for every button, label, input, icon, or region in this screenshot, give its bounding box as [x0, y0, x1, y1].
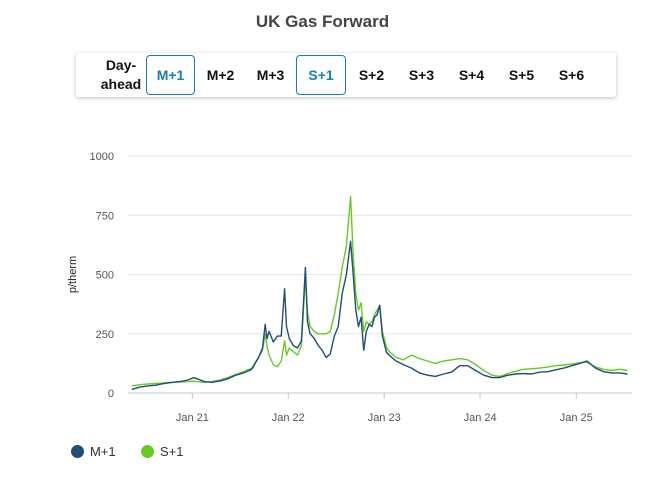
- tab-s4[interactable]: S+4: [458, 66, 485, 83]
- y-tick-label: 500: [96, 270, 114, 282]
- series-line-s1: [131, 195, 628, 387]
- y-tick-label: 0: [108, 388, 114, 400]
- tab-s5[interactable]: S+5: [508, 66, 535, 83]
- x-tick-label: Jan 25: [560, 412, 593, 424]
- chart-title: UK Gas Forward: [255, 12, 390, 31]
- x-tick-label: Jan 24: [464, 412, 497, 424]
- tab-m3[interactable]: M+3: [256, 66, 285, 83]
- tab-m2[interactable]: M+2: [206, 66, 235, 83]
- x-tick-label: Jan 22: [272, 412, 305, 424]
- legend-item-m1[interactable]: M+1: [71, 444, 116, 459]
- legend-dot-icon: [141, 445, 154, 458]
- contract-tab-bar: Day-ahead M+1 M+2 M+3 S+1 S+2 S+3 S+4 S+…: [76, 53, 616, 97]
- line-chart: 0 250 500 750 1000 Jan 21 Jan 22 Jan 23 Jan 24 Ja…: [67, 151, 632, 424]
- tab-s2[interactable]: S+2: [358, 66, 385, 83]
- y-tick-label: 250: [96, 329, 114, 341]
- x-tick-label: Jan 21: [176, 412, 209, 424]
- y-axis-title: p/therm: [67, 256, 79, 293]
- tab-s6[interactable]: S+6: [558, 66, 585, 83]
- tab-day-ahead[interactable]: Day-ahead: [100, 57, 142, 92]
- x-tick-label: Jan 23: [368, 412, 401, 424]
- tab-s1[interactable]: S+1: [296, 55, 346, 95]
- legend-label: M+1: [90, 444, 116, 459]
- tab-m1[interactable]: M+1: [146, 55, 195, 95]
- y-tick-label: 1000: [90, 151, 114, 163]
- tab-s3[interactable]: S+3: [408, 66, 435, 83]
- y-tick-label: 750: [96, 210, 114, 222]
- legend-label: S+1: [160, 444, 184, 459]
- legend-dot-icon: [71, 445, 84, 458]
- legend-item-s1[interactable]: S+1: [141, 444, 184, 459]
- series-line-m1: [131, 240, 628, 391]
